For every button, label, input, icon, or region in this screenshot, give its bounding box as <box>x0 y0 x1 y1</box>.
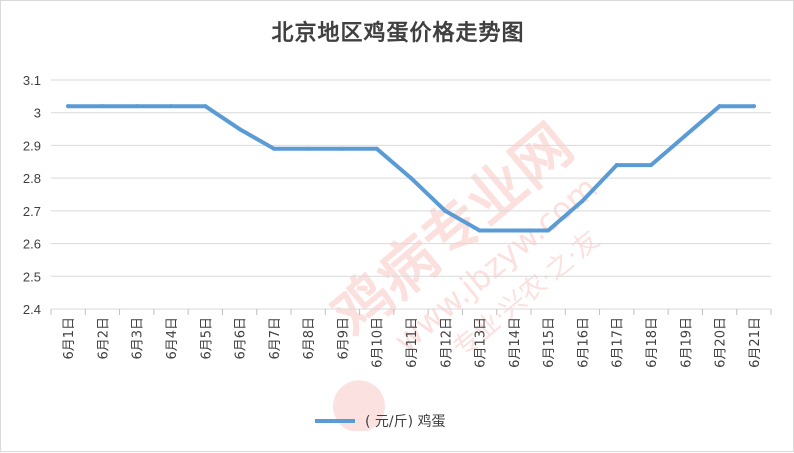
x-tick-label: 6月18日 <box>645 317 660 368</box>
y-tick-label: 3 <box>34 106 41 121</box>
data-point <box>751 104 756 109</box>
x-tick-label: 6月10日 <box>371 317 386 368</box>
x-tick-label: 6月15日 <box>542 317 557 368</box>
data-point <box>683 133 688 138</box>
x-tick-label: 6月2日 <box>96 317 111 360</box>
data-point <box>237 127 242 132</box>
data-point <box>717 104 722 109</box>
y-tick-label: 2.6 <box>23 237 41 252</box>
data-point <box>66 104 71 109</box>
data-point <box>203 104 208 109</box>
y-tick-label: 2.9 <box>23 138 41 153</box>
data-point <box>546 228 551 233</box>
chart-title: 北京地区鸡蛋价格走势图 <box>271 21 525 46</box>
y-tick-label: 2.7 <box>23 204 41 219</box>
x-tick-label: 6月16日 <box>576 317 591 368</box>
series-line <box>66 104 756 233</box>
x-tick-label: 6月17日 <box>611 317 626 368</box>
data-point <box>271 146 276 151</box>
x-tick-label: 6月8日 <box>302 317 317 360</box>
x-tick-label: 6月1日 <box>62 317 77 360</box>
data-point <box>409 176 413 181</box>
x-tick-label: 6月5日 <box>199 317 214 360</box>
y-tick-label: 2.8 <box>23 171 41 186</box>
legend-label: ( 元/斤) 鸡蛋 <box>365 414 446 430</box>
x-tick-label: 6月19日 <box>679 317 694 368</box>
x-tick-label: 6月9日 <box>336 317 351 360</box>
x-tick-label: 6月3日 <box>131 317 146 360</box>
data-point <box>477 228 482 233</box>
data-point <box>134 104 139 109</box>
data-point <box>511 228 516 233</box>
data-point <box>169 104 173 109</box>
x-tick-label: 6月7日 <box>268 317 283 360</box>
x-tick-label: 6月14日 <box>508 317 523 368</box>
data-point <box>306 146 311 151</box>
x-tick-label: 6月6日 <box>234 317 249 360</box>
x-tick-label: 6月12日 <box>439 317 454 368</box>
data-point <box>580 199 585 204</box>
x-tick-label: 6月11日 <box>405 317 420 368</box>
data-point <box>649 163 653 168</box>
data-point <box>340 146 345 151</box>
x-tick-label: 6月21日 <box>748 317 763 368</box>
x-tick-label: 6月4日 <box>165 317 180 360</box>
x-tick-label: 6月20日 <box>714 317 729 368</box>
data-point <box>614 163 619 168</box>
data-point <box>443 208 448 213</box>
x-tick-label: 6月13日 <box>474 317 489 368</box>
data-point <box>374 146 379 151</box>
y-tick-label: 3.1 <box>23 73 41 88</box>
legend-swatch <box>315 419 355 423</box>
y-tick-label: 2.4 <box>23 302 41 317</box>
legend: ( 元/斤) 鸡蛋 <box>315 409 446 433</box>
data-point <box>100 104 105 109</box>
y-tick-label: 2.5 <box>23 269 41 284</box>
